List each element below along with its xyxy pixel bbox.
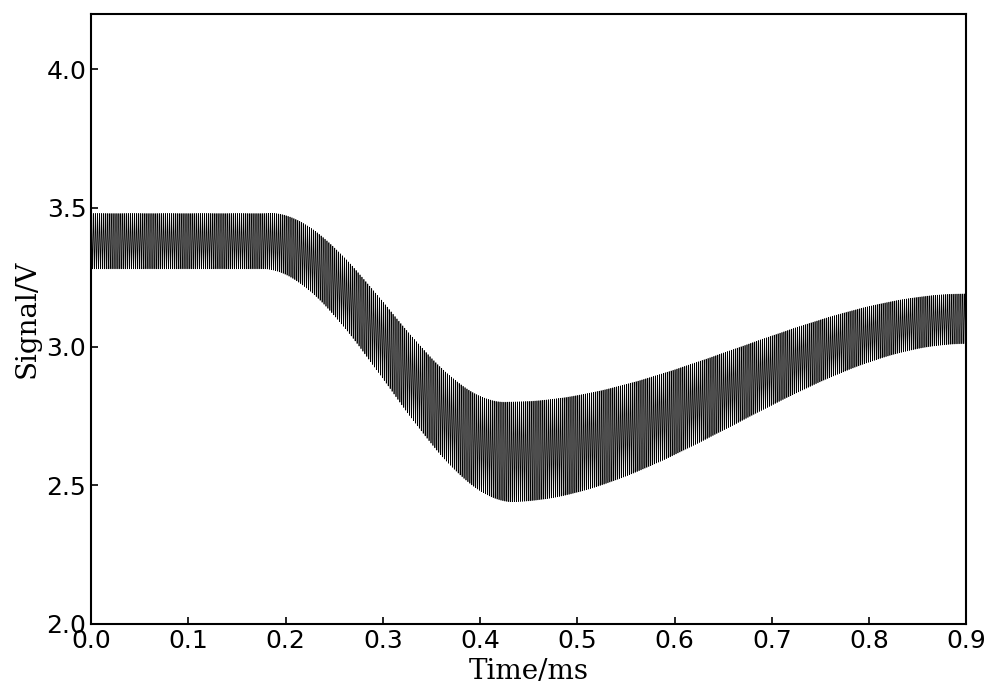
Y-axis label: Signal/V: Signal/V bbox=[14, 259, 41, 378]
X-axis label: Time/ms: Time/ms bbox=[469, 658, 589, 685]
